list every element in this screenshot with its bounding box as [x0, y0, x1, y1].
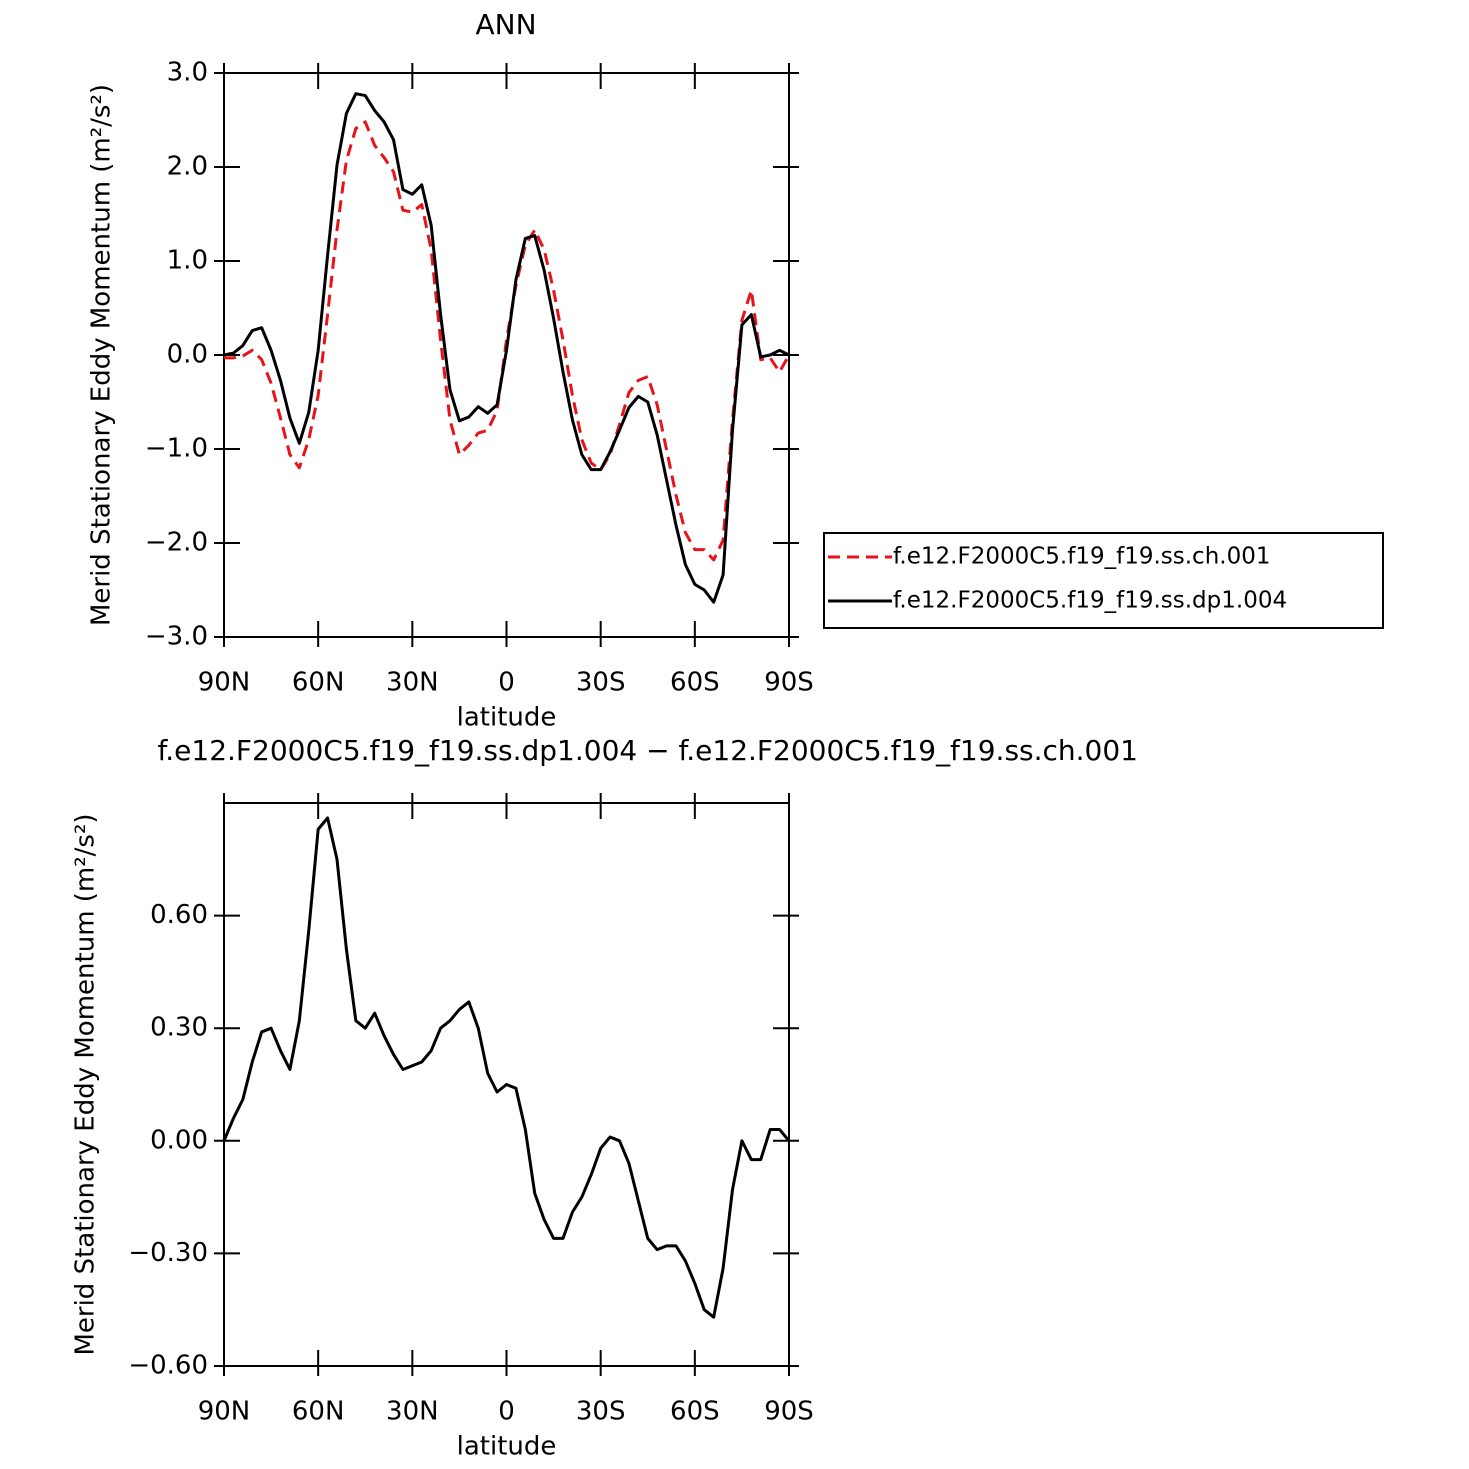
x-tick-label: 90S [764, 668, 814, 698]
chart-title: ANN [475, 8, 536, 41]
y-axis-label: Merid Stationary Eddy Momentum (m²/s²) [87, 84, 117, 626]
chart-title: f.e12.F2000C5.f19_f19.ss.dp1.004 − f.e12… [157, 734, 1138, 767]
y-tick-label: 2.0 [167, 152, 208, 182]
x-tick-label: 90S [764, 1397, 814, 1427]
y-tick-label: −0.30 [128, 1238, 208, 1268]
data-line [222, 816, 791, 1319]
x-tick-label: 90N [198, 668, 251, 698]
x-tick-label: 60S [670, 1397, 720, 1427]
x-tick-label: 60S [670, 668, 720, 698]
x-axis-label: latitude [457, 703, 557, 733]
y-tick-label: 0.00 [150, 1125, 208, 1155]
x-tick-label: 0 [498, 1397, 515, 1427]
y-tick-label: 0.0 [167, 340, 208, 370]
x-tick-label: 60N [292, 668, 345, 698]
y-tick-label: 1.0 [167, 246, 208, 276]
y-tick-label: −3.0 [145, 622, 208, 652]
x-tick-label: 30S [576, 668, 626, 698]
x-tick-label: 30N [386, 668, 439, 698]
x-tick-label: 30S [576, 1397, 626, 1427]
y-tick-label: 0.30 [150, 1013, 208, 1043]
x-tick-label: 30N [386, 1397, 439, 1427]
x-tick-label: 90N [198, 1397, 251, 1427]
x-tick-label: 0 [498, 668, 515, 698]
data-line [223, 92, 790, 604]
legend-label: f.e12.F2000C5.f19_f19.ss.dp1.004 [893, 588, 1287, 614]
y-tick-label: 3.0 [167, 58, 208, 88]
y-tick-label: 0.60 [150, 900, 208, 930]
x-tick-label: 60N [292, 1397, 345, 1427]
y-axis-label: Merid Stationary Eddy Momentum (m²/s²) [71, 813, 101, 1355]
legend-label: f.e12.F2000C5.f19_f19.ss.ch.001 [893, 544, 1270, 570]
y-tick-label: −1.0 [145, 434, 208, 464]
x-axis-label: latitude [457, 1432, 557, 1462]
legend-box [823, 532, 1384, 629]
y-tick-label: −0.60 [128, 1351, 208, 1381]
y-tick-label: −2.0 [145, 528, 208, 558]
